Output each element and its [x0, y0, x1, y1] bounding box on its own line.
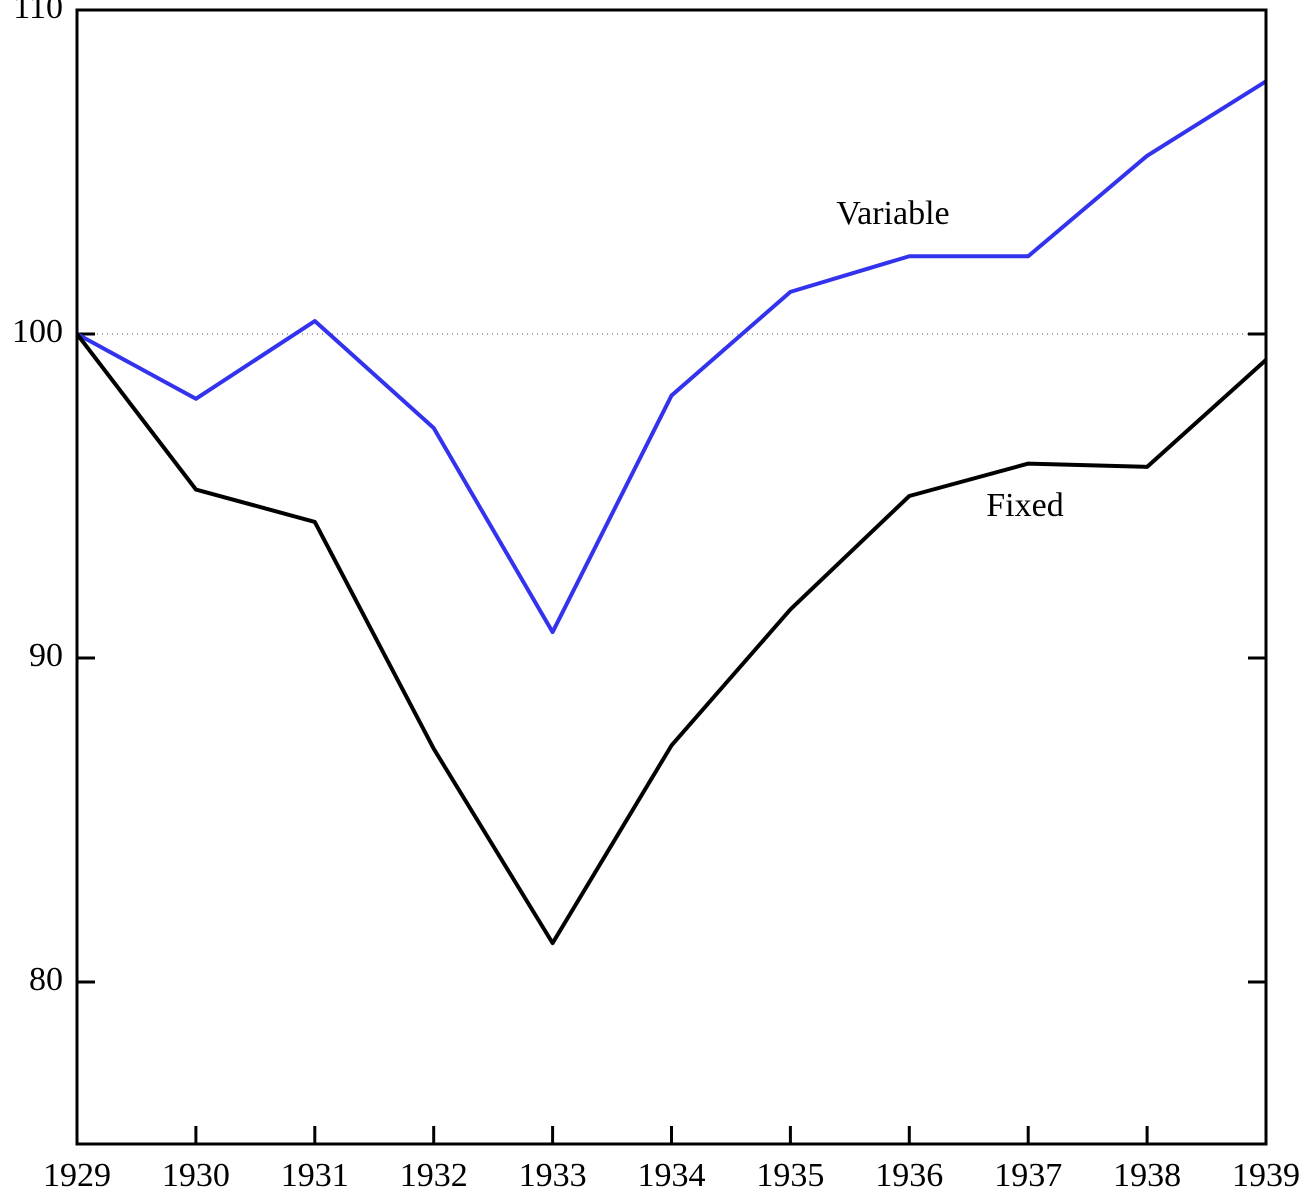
x-tick-label: 1938 [1113, 1157, 1181, 1194]
y-tick-label: 90 [29, 637, 63, 674]
y-tick-label: 80 [29, 961, 63, 998]
x-tick-label: 1937 [994, 1157, 1062, 1194]
x-tick-label: 1929 [43, 1157, 111, 1194]
x-tick-label: 1936 [875, 1157, 943, 1194]
y-tick-label: 110 [13, 0, 63, 26]
x-tick-label: 1934 [638, 1157, 706, 1194]
series-line [75, 332, 1268, 946]
x-tick-label: 1939 [1232, 1157, 1300, 1194]
x-tick-label: 1932 [400, 1157, 468, 1194]
y-tick-label: 100 [12, 313, 63, 350]
x-tick-label: 1935 [756, 1157, 824, 1194]
x-tick-label: 1930 [162, 1157, 230, 1194]
series-label: Variable [836, 195, 949, 232]
series-label: Fixed [986, 487, 1063, 524]
series-line [76, 79, 1268, 635]
x-tick-label: 1931 [281, 1157, 349, 1194]
x-tick-label: 1933 [519, 1157, 587, 1194]
plot-frame [75, 8, 1268, 1146]
